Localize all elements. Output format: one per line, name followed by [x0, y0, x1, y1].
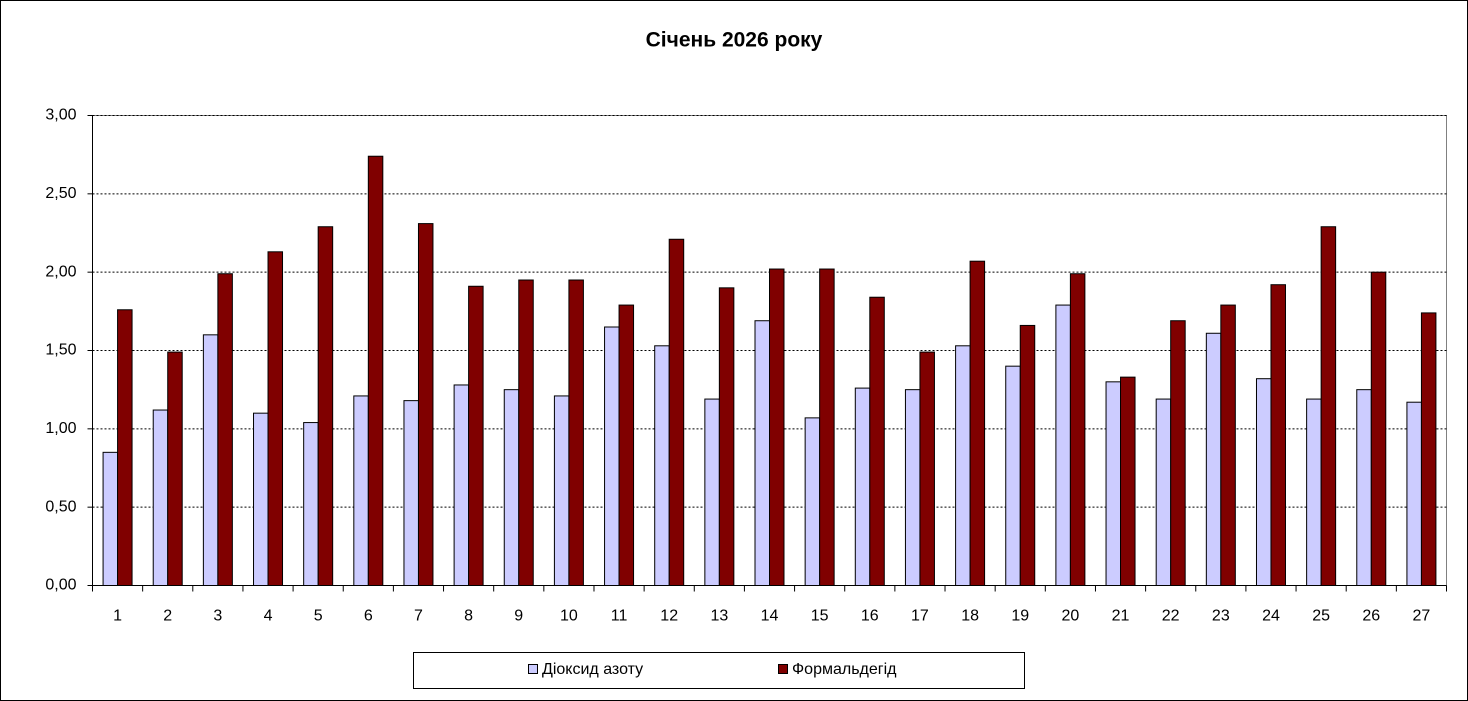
bar	[1320, 226, 1337, 586]
chart-title: Січень 2026 року	[646, 29, 823, 52]
bar	[955, 345, 971, 586]
bar	[353, 395, 369, 586]
bar	[553, 395, 570, 586]
bar	[568, 279, 584, 586]
x-tick-label: 7	[414, 608, 423, 625]
x-tick-label: 13	[710, 608, 728, 625]
bar	[453, 384, 470, 587]
bar	[704, 398, 720, 587]
bar	[403, 400, 419, 586]
bar	[654, 345, 670, 586]
legend	[413, 652, 1025, 689]
bar	[604, 326, 620, 586]
legend-label: Діоксид азоту	[542, 661, 643, 678]
x-tick-label: 24	[1262, 608, 1280, 625]
bar	[969, 260, 986, 586]
bar	[1306, 398, 1322, 587]
y-tick-label: 0,50	[45, 498, 76, 515]
bar	[754, 320, 770, 586]
bar	[1356, 389, 1372, 586]
bar	[804, 417, 821, 586]
x-tick-label: 23	[1212, 608, 1230, 625]
legend-swatch	[528, 664, 538, 674]
bar	[167, 351, 183, 587]
bar	[267, 251, 284, 587]
x-tick-label: 26	[1362, 608, 1380, 625]
bar	[1069, 273, 1086, 586]
y-tick-label: 1,50	[45, 342, 76, 359]
y-tick-label: 3,00	[45, 107, 76, 124]
bar	[1155, 398, 1172, 587]
bar	[1420, 312, 1437, 586]
bar	[1019, 324, 1036, 586]
x-tick-label: 12	[660, 608, 678, 625]
bar	[253, 412, 269, 586]
x-tick-label: 11	[611, 608, 628, 625]
x-tick-label: 3	[213, 608, 222, 625]
bar	[1005, 365, 1021, 586]
bar	[152, 409, 169, 586]
bar	[819, 268, 835, 586]
x-tick-label: 8	[464, 608, 473, 625]
bar	[518, 279, 534, 586]
bar	[904, 389, 921, 586]
x-tick-label: 21	[1112, 608, 1130, 625]
bar	[1055, 304, 1071, 586]
x-tick-label: 25	[1312, 608, 1330, 625]
bar	[367, 155, 384, 586]
bar	[117, 309, 133, 586]
x-tick-label: 9	[514, 608, 523, 625]
bar	[1105, 381, 1122, 587]
bar	[869, 296, 885, 586]
bar	[102, 451, 119, 587]
bar	[854, 387, 871, 586]
bar	[217, 273, 233, 586]
bar	[1170, 320, 1186, 586]
legend-label: Формальдегід	[792, 661, 897, 678]
x-tick-label: 20	[1061, 608, 1079, 625]
x-tick-label: 22	[1162, 608, 1180, 625]
bar	[668, 238, 685, 586]
y-tick-label: 1,00	[45, 420, 76, 437]
legend-swatch	[778, 664, 788, 674]
y-tick-label: 2,50	[45, 185, 76, 202]
x-tick-label: 18	[961, 608, 979, 625]
bar	[303, 422, 319, 587]
x-tick-label: 16	[861, 608, 879, 625]
bar	[618, 304, 635, 586]
bar	[919, 351, 935, 587]
bar	[317, 226, 334, 586]
x-tick-label: 14	[761, 608, 779, 625]
bar	[1220, 304, 1236, 586]
x-tick-label: 5	[314, 608, 323, 625]
bar	[1255, 378, 1272, 587]
bar	[1270, 284, 1286, 586]
x-tick-label: 4	[264, 608, 273, 625]
bar	[718, 287, 735, 586]
bar	[503, 389, 520, 586]
bar	[1120, 376, 1136, 586]
x-tick-label: 10	[560, 608, 578, 625]
x-tick-label: 2	[163, 608, 172, 625]
x-tick-label: 27	[1413, 608, 1431, 625]
bar	[417, 223, 434, 586]
bar	[468, 285, 484, 586]
bar	[1370, 271, 1387, 586]
bar	[769, 268, 785, 586]
x-tick-label: 15	[811, 608, 829, 625]
bar	[1205, 332, 1222, 586]
bar	[1406, 401, 1422, 587]
x-tick-label: 19	[1011, 608, 1029, 625]
x-tick-label: 6	[364, 608, 373, 625]
x-tick-label: 1	[113, 608, 122, 625]
x-tick-label: 17	[911, 608, 929, 625]
y-tick-label: 0,00	[45, 577, 76, 594]
y-tick-label: 2,00	[45, 263, 76, 280]
bar	[202, 334, 219, 587]
